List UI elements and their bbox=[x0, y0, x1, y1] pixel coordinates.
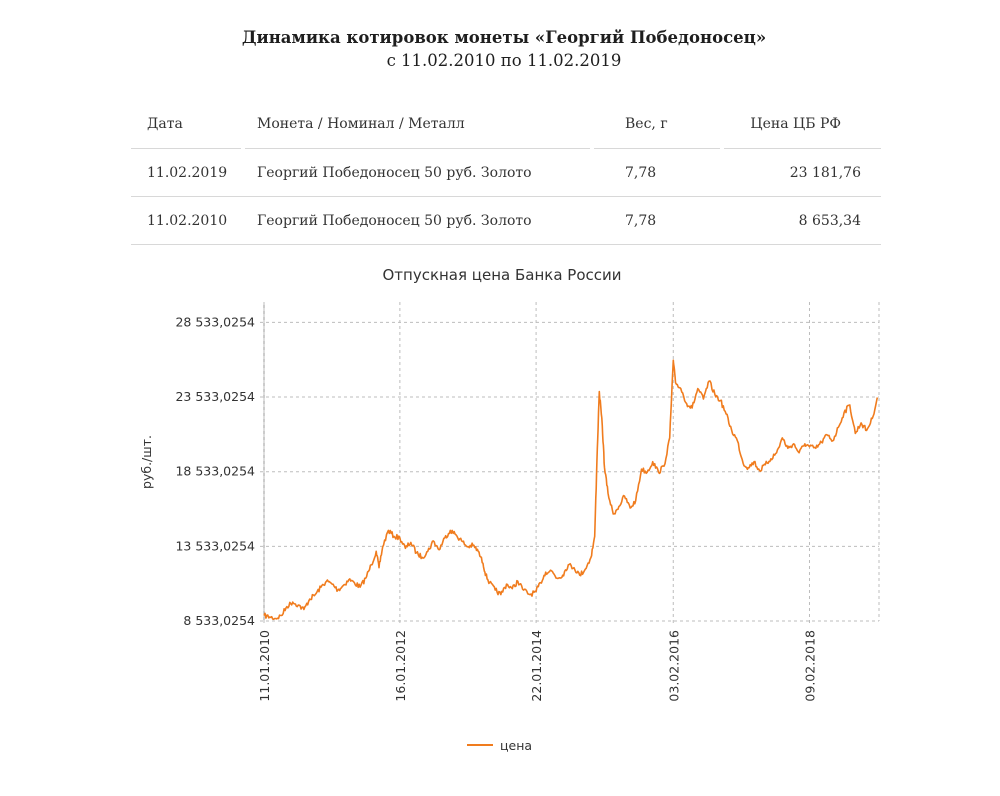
row-coin: Георгий Победоносец 50 руб. Золото bbox=[257, 165, 532, 181]
y-tick-label: 13 533,0254 bbox=[175, 538, 255, 553]
x-tick-label: 11.01.2010 bbox=[257, 630, 272, 702]
column-header-price: Цена ЦБ РФ bbox=[750, 116, 841, 132]
table-divider bbox=[724, 148, 881, 149]
table-row: 11.02.2019 Георгий Победоносец 50 руб. З… bbox=[131, 148, 881, 196]
x-tick-label: 03.02.2016 bbox=[666, 630, 681, 702]
table-divider bbox=[245, 148, 590, 149]
row-price: 8 653,34 bbox=[798, 213, 861, 229]
price-table: Дата Монета / Номинал / Металл Вес, г Це… bbox=[131, 100, 881, 244]
x-tick-label: 22.01.2014 bbox=[529, 630, 544, 702]
table-header-row: Дата Монета / Номинал / Металл Вес, г Це… bbox=[131, 100, 881, 148]
row-date: 11.02.2019 bbox=[147, 165, 228, 181]
row-date: 11.02.2010 bbox=[147, 213, 228, 229]
row-weight: 7,78 bbox=[625, 165, 657, 181]
y-axis-label: руб./шт. bbox=[139, 435, 154, 489]
column-header-weight: Вес, г bbox=[625, 116, 668, 132]
table-divider bbox=[594, 148, 720, 149]
x-tick-label: 09.02.2018 bbox=[802, 630, 817, 702]
page-title: Динамика котировок монеты «Георгий Побед… bbox=[241, 28, 767, 47]
y-tick-label: 18 533,0254 bbox=[175, 464, 255, 479]
table-divider bbox=[131, 196, 881, 197]
chart-title: Отпускная цена Банка России bbox=[382, 266, 622, 284]
table-row: 11.02.2010 Георгий Победоносец 50 руб. З… bbox=[131, 196, 881, 244]
column-header-date: Дата bbox=[147, 116, 183, 132]
x-tick-label: 16.01.2012 bbox=[393, 630, 408, 702]
y-tick-label: 8 533,0254 bbox=[183, 613, 255, 628]
row-coin: Георгий Победоносец 50 руб. Золото bbox=[257, 213, 532, 229]
row-price: 23 181,76 bbox=[789, 165, 861, 181]
y-tick-label: 28 533,0254 bbox=[175, 314, 255, 329]
table-divider bbox=[131, 244, 881, 245]
table-divider bbox=[131, 148, 241, 149]
legend-label: цена bbox=[500, 738, 532, 753]
series-line-price bbox=[263, 359, 879, 621]
row-weight: 7,78 bbox=[625, 213, 657, 229]
y-tick-label: 23 533,0254 bbox=[175, 389, 255, 404]
column-header-coin: Монета / Номинал / Металл bbox=[257, 116, 465, 132]
page-subtitle: с 11.02.2010 по 11.02.2019 bbox=[386, 51, 622, 70]
